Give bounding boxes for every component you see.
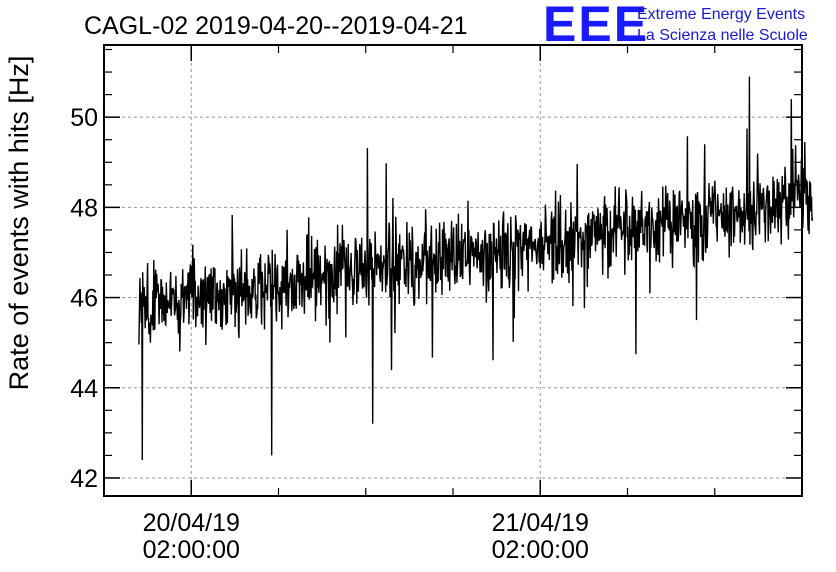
y-tick-label: 48	[70, 194, 98, 222]
y-axis-label: Rate of events with hits [Hz]	[4, 56, 34, 391]
y-tick-label: 44	[70, 375, 98, 403]
rate-series-line	[138, 76, 814, 460]
x-tick-time: 02:00:00	[492, 536, 589, 564]
chart-title: CAGL-02 2019-04-20--2019-04-21	[84, 12, 468, 40]
x-tick-date: 20/04/19	[143, 509, 240, 537]
y-tick-labels: 42 44 46 48 50	[70, 104, 98, 493]
eee-logo-line2: La Scienza nelle Scuole	[637, 27, 808, 44]
plot-frame	[103, 44, 803, 497]
x-tick-date: 21/04/19	[492, 509, 589, 537]
x-tick-time: 02:00:00	[143, 536, 240, 564]
eee-logo: EEE Extreme Energy Events La Scienza nel…	[543, 0, 808, 52]
eee-logo-letters: EEE	[543, 0, 649, 52]
y-tick-label: 50	[70, 104, 98, 132]
eee-logo-line1: Extreme Energy Events	[637, 6, 805, 23]
y-tick-label: 42	[70, 465, 98, 493]
y-tick-label: 46	[70, 285, 98, 313]
